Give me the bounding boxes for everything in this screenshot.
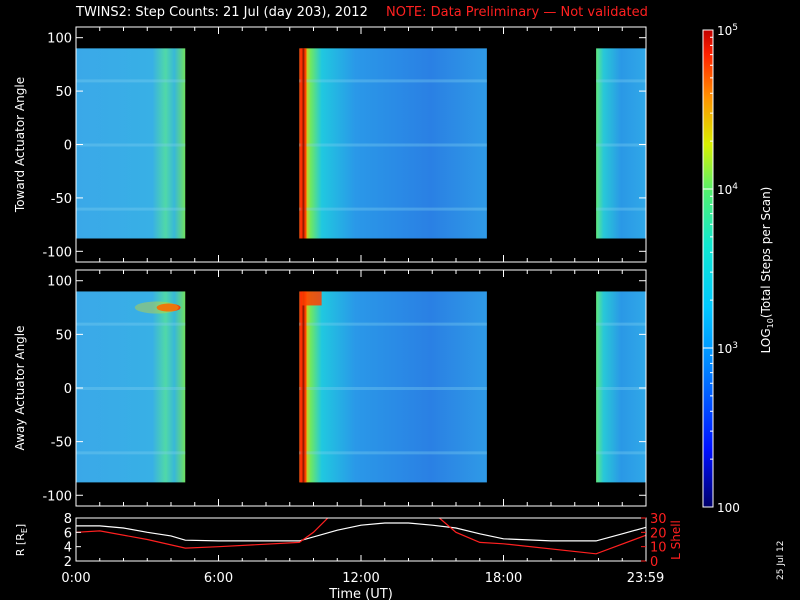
orbit-radius-line <box>76 523 646 541</box>
orbit-ytick-left-label: 8 <box>64 512 72 527</box>
away-stripe <box>596 387 646 390</box>
colorbar-label-main: LOG <box>759 328 773 353</box>
orbit-lshell-line <box>76 511 646 554</box>
chart-title-main: TWINS2: Step Counts: 21 Jul (day 203), 2… <box>76 5 368 20</box>
toward-stripe <box>76 208 185 211</box>
away-hot-top <box>302 291 322 305</box>
colorbar-tick-base: 10 <box>717 183 732 197</box>
away-stripe <box>76 323 185 326</box>
toward-stripe <box>299 79 487 82</box>
colorbar-label-rest: (Total Steps per Scan) <box>759 187 773 319</box>
away-stripe <box>76 451 185 454</box>
toward-stripe <box>596 208 646 211</box>
orbit-ytick-right-label: 0 <box>650 555 658 570</box>
toward-ytick-label: -100 <box>42 245 72 260</box>
toward-ytick-label: 100 <box>47 32 72 47</box>
orbit-xtick-label: 12:00 <box>342 571 379 586</box>
away-hot-core <box>302 291 304 482</box>
orbit-frame <box>76 518 646 561</box>
away-stripe <box>299 323 487 326</box>
colorbar-tick-label: 104 <box>717 182 738 197</box>
chart-title: TWINS2: Step Counts: 21 Jul (day 203), 2… <box>76 5 648 20</box>
orbit-ylabel-left: R [RE] <box>14 524 29 556</box>
away-ytick-label: 100 <box>47 275 72 290</box>
orbit-ytick-left-label: 6 <box>64 526 72 541</box>
toward-hot-core <box>302 48 304 238</box>
toward-stripe <box>596 79 646 82</box>
orbit-xlabel: Time (UT) <box>328 587 393 600</box>
orbit-ylabel-left-close: ] <box>14 524 27 528</box>
colorbar-label-sub: 10 <box>766 318 775 328</box>
side-date: 25 Jul 12 <box>776 541 786 581</box>
toward-ytick-label: 50 <box>55 85 72 100</box>
colorbar-tick-base: 10 <box>717 24 732 38</box>
away-ytick-label: 0 <box>64 382 72 397</box>
orbit-ylabel-left-main: R [R <box>14 533 27 556</box>
away-stripe <box>76 387 185 390</box>
toward-ylabel: Toward Actuator Angle <box>13 77 27 213</box>
colorbar-tick-label: 103 <box>717 341 738 356</box>
colorbar-tick-exp: 3 <box>732 341 738 351</box>
colorbar-tick-exp: 4 <box>732 182 738 192</box>
orbit-ytick-left-label: 2 <box>64 555 72 570</box>
orbit-ytick-left-label: 4 <box>64 541 72 556</box>
toward-stripe <box>299 144 487 147</box>
away-stripe <box>299 387 487 390</box>
orbit-xtick-label: 0:00 <box>61 571 90 586</box>
away-ylabel: Away Actuator Angle <box>13 325 27 450</box>
colorbar-tick-label: 100 <box>717 501 740 515</box>
orbit-ytick-right-label: 10 <box>650 541 667 556</box>
away-ytick-label: -50 <box>51 436 72 451</box>
toward-stripe <box>596 144 646 147</box>
colorbar-tick-exp: 5 <box>732 23 738 33</box>
colorbar-tick-base: 10 <box>717 342 732 356</box>
away-ytick-label: -100 <box>42 489 72 504</box>
away-hot-halo <box>135 302 179 314</box>
toward-ytick-label: 0 <box>64 139 72 154</box>
toward-stripe <box>299 208 487 211</box>
orbit-xtick-label: 6:00 <box>204 571 233 586</box>
colorbar <box>703 30 713 507</box>
orbit-ylabel-right: L Shell <box>669 520 683 560</box>
away-stripe <box>299 451 487 454</box>
toward-stripe <box>76 79 185 82</box>
colorbar-tick-label: 105 <box>717 23 738 38</box>
colorbar-tick-base: 100 <box>717 501 740 515</box>
toward-ytick-label: -50 <box>51 192 72 207</box>
orbit-xtick-label: 18:00 <box>485 571 522 586</box>
colorbar-label: LOG10(Total Steps per Scan) <box>759 187 775 354</box>
away-ytick-label: 50 <box>55 328 72 343</box>
away-stripe <box>596 451 646 454</box>
away-stripe <box>596 323 646 326</box>
toward-stripe <box>76 144 185 147</box>
orbit-ytick-right-label: 30 <box>650 512 667 527</box>
orbit-xtick-label: 23:59 <box>627 571 664 586</box>
orbit-ytick-right-label: 20 <box>650 526 667 541</box>
chart-title-note: NOTE: Data Preliminary — Not validated <box>386 5 648 20</box>
